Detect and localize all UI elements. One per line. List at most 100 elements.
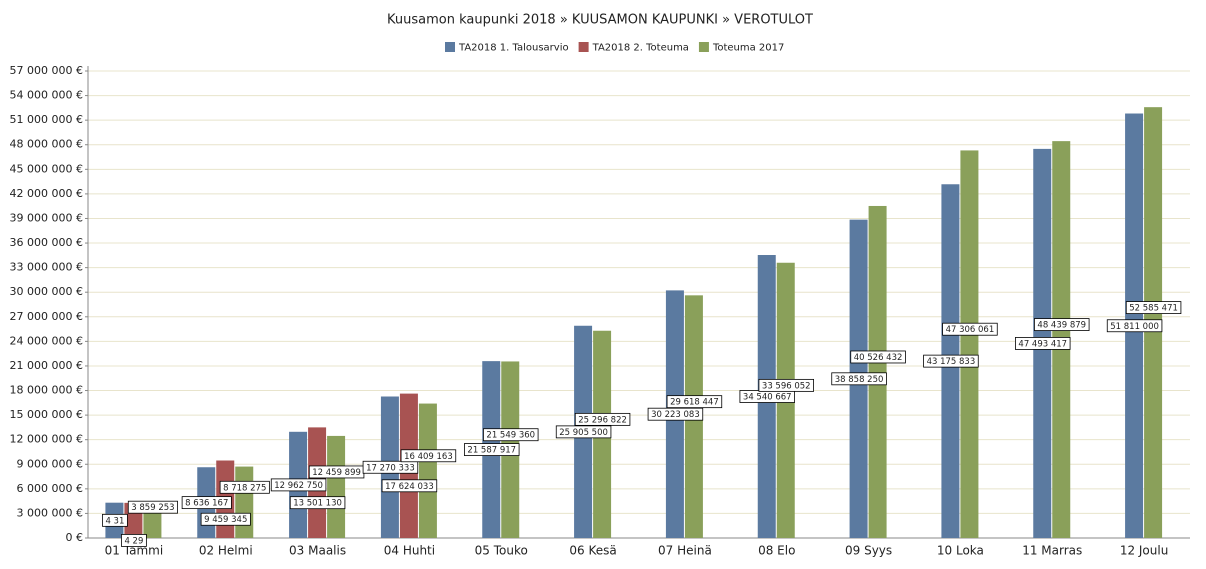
data-label: 34 540 667 — [743, 393, 792, 403]
data-label-box — [1015, 337, 1071, 350]
data-label: 16 409 163 — [404, 452, 453, 462]
data-label-box — [381, 479, 438, 493]
bar — [235, 466, 254, 538]
x-tick-label: 04 Huhti — [384, 544, 435, 558]
data-label: 21 587 917 — [467, 446, 516, 456]
data-label-box — [181, 496, 232, 510]
x-tick-label: 10 Loka — [937, 544, 984, 558]
data-label: 8 718 275 — [223, 483, 266, 493]
data-label: 3 859 253 — [131, 503, 174, 513]
y-tick-label: 9 000 000 € — [17, 457, 83, 470]
data-label: 47 493 417 — [1018, 339, 1067, 349]
x-tick-label: 12 Joulu — [1120, 544, 1169, 558]
data-label: 30 223 083 — [651, 410, 700, 420]
y-tick-label: 48 000 000 € — [10, 138, 83, 151]
x-tick-label: 06 Kesä — [569, 544, 616, 558]
data-label: 51 811 000 — [1110, 322, 1159, 332]
data-label-box — [289, 496, 346, 510]
data-label-box — [1034, 318, 1090, 331]
data-label: 33 596 052 — [762, 381, 811, 391]
data-label: 9 459 345 — [204, 515, 247, 525]
y-tick-label: 45 000 000 € — [10, 162, 83, 175]
data-label-box — [758, 378, 814, 392]
data-label-box — [400, 449, 457, 463]
data-label: 17 624 033 — [385, 482, 434, 492]
legend-swatch — [445, 42, 455, 52]
y-tick-label: 12 000 000 € — [10, 433, 83, 446]
y-tick-label: 57 000 000 € — [10, 64, 83, 77]
data-label: 25 905 500 — [559, 428, 608, 438]
x-tick-label: 02 Helmi — [199, 544, 253, 558]
data-label: 21 549 360 — [486, 431, 535, 441]
y-tick-label: 36 000 000 € — [10, 236, 83, 249]
data-label-box — [923, 354, 979, 368]
y-tick-label: 51 000 000 € — [10, 113, 83, 126]
data-label: 48 439 879 — [1037, 321, 1086, 331]
data-label-box — [942, 322, 998, 336]
y-tick-label: 39 000 000 € — [10, 211, 83, 224]
data-label: 13 501 130 — [293, 499, 342, 509]
data-label-box — [121, 534, 147, 547]
x-tick-label: 09 Syys — [845, 544, 892, 558]
data-label-box — [555, 425, 612, 439]
y-tick-label: 15 000 000 € — [10, 408, 83, 421]
data-label-box — [647, 407, 704, 421]
y-tick-label: 30 000 000 € — [10, 285, 83, 298]
data-label: 4 31 — [105, 516, 124, 526]
data-label-box — [483, 428, 539, 442]
y-tick-label: 33 000 000 € — [10, 261, 83, 274]
data-label-box — [831, 372, 887, 386]
legend-swatch — [698, 42, 709, 52]
y-tick-label: 3 000 000 € — [17, 506, 83, 519]
bar — [143, 506, 162, 538]
x-tick-label: 05 Touko — [475, 544, 528, 558]
bar — [868, 205, 887, 538]
data-label: 25 296 822 — [578, 415, 627, 425]
data-label: 17 270 333 — [366, 463, 415, 473]
data-label-box — [666, 395, 723, 409]
data-label: 12 459 899 — [312, 468, 361, 478]
data-label-box — [127, 500, 178, 514]
data-label: 40 526 432 — [854, 353, 903, 363]
x-tick-label: 07 Heinä — [658, 544, 712, 558]
data-label-box — [850, 350, 906, 364]
y-tick-label: 24 000 000 € — [10, 334, 83, 347]
data-label-box — [219, 480, 270, 494]
data-label: 38 858 250 — [835, 375, 884, 385]
data-label-box — [270, 478, 327, 492]
data-label: 12 962 750 — [274, 481, 323, 491]
y-tick-label: 42 000 000 € — [10, 187, 83, 200]
bar — [960, 150, 979, 538]
data-label: 47 306 061 — [946, 325, 995, 335]
y-tick-label: 21 000 000 € — [10, 359, 83, 372]
data-label: 4 29 — [124, 536, 143, 546]
x-tick-label: 11 Marras — [1022, 544, 1082, 558]
y-tick-label: 0 € — [66, 531, 84, 544]
y-tick-label: 54 000 000 € — [10, 89, 83, 102]
data-label: 52 585 471 — [1129, 304, 1178, 314]
y-tick-label: 6 000 000 € — [17, 482, 83, 495]
x-tick-label: 03 Maalis — [289, 544, 346, 558]
data-label-box — [464, 443, 520, 456]
bar — [418, 403, 437, 538]
legend-swatch — [578, 42, 589, 52]
x-tick-label: 08 Elo — [758, 544, 795, 558]
legend-label: TA2018 1. Talousarvio — [458, 43, 569, 54]
data-label: 8 636 167 — [185, 499, 228, 509]
data-label: 43 175 833 — [927, 357, 976, 367]
x-tick-label: 01 Tammi — [105, 544, 164, 558]
y-tick-label: 27 000 000 € — [10, 310, 83, 323]
y-tick-label: 18 000 000 € — [10, 384, 83, 397]
data-label-box — [1125, 301, 1182, 314]
data-label-box — [574, 412, 631, 426]
data-label-box — [200, 512, 251, 526]
chart-title: Kuusamon kaupunki 2018 » KUUSAMON KAUPUN… — [387, 13, 813, 28]
data-label-box — [362, 460, 419, 474]
data-label: 29 618 447 — [670, 398, 719, 408]
data-label-box — [1106, 319, 1163, 333]
bar — [327, 435, 346, 538]
data-label-box — [102, 513, 128, 527]
legend-label: Toteuma 2017 — [712, 43, 784, 54]
legend-label: TA2018 2. Toteuma — [592, 43, 689, 54]
